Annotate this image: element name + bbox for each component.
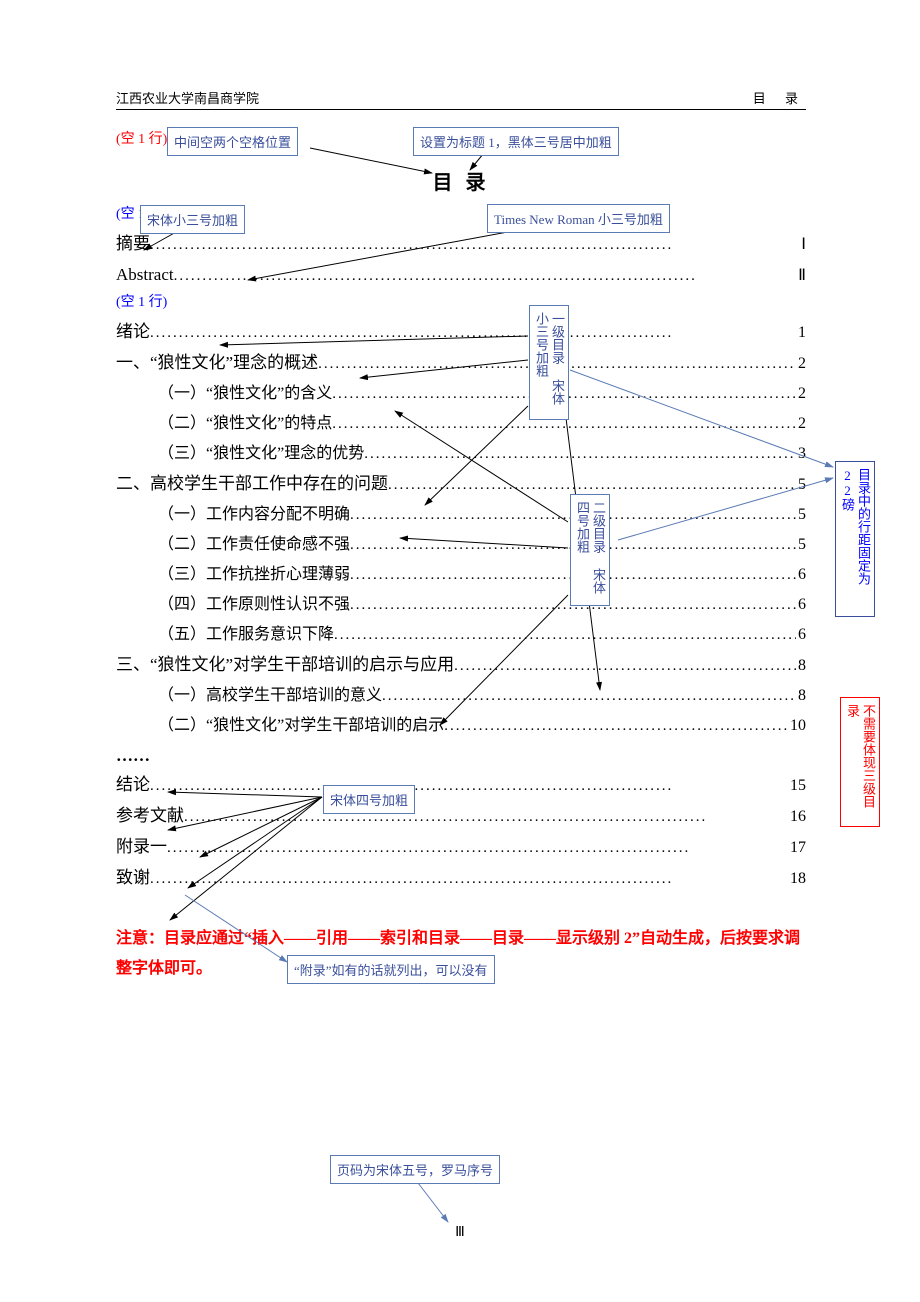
- header-left: 江西农业大学南昌商学院: [116, 88, 259, 107]
- toc-page: 8: [798, 651, 806, 680]
- toc-label: 绪论: [116, 317, 150, 346]
- callout-no-level3: 不需要体现三级目录: [840, 697, 880, 827]
- toc-leader-dots: ........................................…: [444, 712, 788, 741]
- toc-label: （二）工作责任使命感不强: [158, 530, 350, 559]
- toc-page: 8: [798, 681, 806, 710]
- toc-section-3-2: （二）“狼性文化”对学生干部培训的启示 ....................…: [116, 711, 806, 741]
- toc-page: 17: [790, 833, 806, 862]
- page-number: Ⅲ: [0, 1224, 920, 1241]
- toc-page: 2: [798, 349, 806, 378]
- page-header: 江西农业大学南昌商学院 目 录: [116, 88, 806, 110]
- toc-title: 目 录: [116, 166, 806, 195]
- toc-label: （二）“狼性文化”对学生干部培训的启示: [158, 711, 444, 740]
- toc-label: 结论: [116, 770, 150, 799]
- toc-section-2-2: （二）工作责任使命感不强 ...........................…: [116, 530, 806, 560]
- toc-page: 5: [798, 530, 806, 559]
- toc-section-1: 一、“狼性文化”理念的概述 ..........................…: [116, 348, 806, 379]
- toc-page: 15: [790, 771, 806, 800]
- toc-section-3-1: （一）高校学生干部培训的意义 .........................…: [116, 681, 806, 711]
- toc-label: （三）“狼性文化”理念的优势: [158, 439, 364, 468]
- callout-songti-small3: 宋体小三号加粗: [140, 205, 245, 234]
- toc-leader-dots: ........................................…: [334, 621, 796, 650]
- toc-references: 参考文献 ...................................…: [116, 801, 806, 832]
- callout-level1-toc: 一级目录 宋体小三号加粗: [529, 305, 569, 420]
- toc-section-2-3: （三）工作抗挫折心理薄弱 ...........................…: [116, 560, 806, 590]
- toc-label: 三、“狼性文化”对学生干部培训的启示与应用: [116, 650, 454, 679]
- toc-label: （二）“狼性文化”的特点: [158, 409, 332, 438]
- toc-page: 6: [798, 590, 806, 619]
- toc-conclusion: 结论 .....................................…: [116, 770, 806, 801]
- toc-section-1-1: （一）“狼性文化”的含义 ...........................…: [116, 379, 806, 409]
- toc-leader-dots: ........................................…: [454, 652, 796, 681]
- toc-label: （三）工作抗挫折心理薄弱: [158, 560, 350, 589]
- toc-section-1-3: （三）“狼性文化”理念的优势 .........................…: [116, 439, 806, 469]
- toc-page: 2: [798, 379, 806, 408]
- header-right: 目 录: [753, 88, 806, 107]
- toc-appendix: 附录一 ....................................…: [116, 832, 806, 863]
- callout-times-new-roman: Times New Roman 小三号加粗: [487, 204, 670, 233]
- callout-appendix-optional: “附录”如有的话就列出，可以没有: [287, 955, 495, 984]
- toc-leader-dots: ........................................…: [150, 772, 788, 801]
- callout-line-spacing: 目录中的行距固定为22磅: [835, 461, 875, 617]
- toc-ellipsis: ……: [116, 741, 806, 770]
- toc-page: 5: [798, 500, 806, 529]
- toc-page: 18: [790, 864, 806, 893]
- toc-label: （五）工作服务意识下降: [158, 620, 334, 649]
- toc-label: （四）工作原则性认识不强: [158, 590, 350, 619]
- toc-leader-dots: ........................................…: [174, 262, 797, 291]
- toc-label: 致谢: [116, 863, 150, 892]
- toc-section-2-1: （一）工作内容分配不明确 ...........................…: [116, 500, 806, 530]
- toc-label: （一）工作内容分配不明确: [158, 500, 350, 529]
- toc-section-2: 二、高校学生干部工作中存在的问题 .......................…: [116, 469, 806, 500]
- toc-leader-dots: ........................................…: [150, 865, 788, 894]
- toc-page: 1: [798, 318, 806, 347]
- toc-label: （一）高校学生干部培训的意义: [158, 681, 382, 710]
- callout-heading-style: 设置为标题 1，黑体三号居中加粗: [413, 127, 619, 156]
- toc-label: 二、高校学生干部工作中存在的问题: [116, 469, 388, 498]
- blank-line-note-3: (空 1 行): [116, 291, 806, 311]
- toc-page: 5: [798, 470, 806, 499]
- toc-page: Ⅰ: [801, 230, 806, 259]
- toc-section-1-2: （二）“狼性文化”的特点 ...........................…: [116, 409, 806, 439]
- toc-leader-dots: ........................................…: [382, 682, 796, 711]
- toc-abstract-en: Abstract ...............................…: [116, 260, 806, 291]
- toc-section-2-4: （四）工作原则性认识不强 ...........................…: [116, 590, 806, 620]
- toc-leader-dots: ........................................…: [184, 803, 788, 832]
- toc-section-3: 三、“狼性文化”对学生干部培训的启示与应用 ..................…: [116, 650, 806, 681]
- toc-intro: 绪论 .....................................…: [116, 317, 806, 348]
- toc-page: 2: [798, 409, 806, 438]
- toc-label: Abstract: [116, 260, 174, 289]
- toc-thanks: 致谢 .....................................…: [116, 863, 806, 894]
- toc-leader-dots: ........................................…: [150, 231, 799, 260]
- callout-level2-toc: 二级目录 宋体四号加粗: [570, 494, 610, 606]
- toc-page: 3: [798, 439, 806, 468]
- toc-page: 6: [798, 560, 806, 589]
- toc-label: 参考文献: [116, 801, 184, 830]
- toc-page: 16: [790, 802, 806, 831]
- toc-leader-dots: ........................................…: [150, 319, 796, 348]
- toc-leader-dots: ........................................…: [364, 440, 796, 469]
- toc-label: 一、“狼性文化”理念的概述: [116, 348, 318, 377]
- callout-songti-4: 宋体四号加粗: [323, 785, 415, 814]
- toc-label: （一）“狼性文化”的含义: [158, 379, 332, 408]
- toc-page: 6: [798, 620, 806, 649]
- callout-page-number-style: 页码为宋体五号，罗马序号: [330, 1155, 500, 1184]
- toc-label: 附录一: [116, 832, 167, 861]
- toc-section-2-5: （五）工作服务意识下降 ............................…: [116, 620, 806, 650]
- toc-page: Ⅱ: [798, 261, 806, 290]
- toc-leader-dots: ........................................…: [167, 834, 788, 863]
- toc-page: 10: [790, 711, 806, 740]
- callout-middle-space: 中间空两个空格位置: [167, 127, 298, 156]
